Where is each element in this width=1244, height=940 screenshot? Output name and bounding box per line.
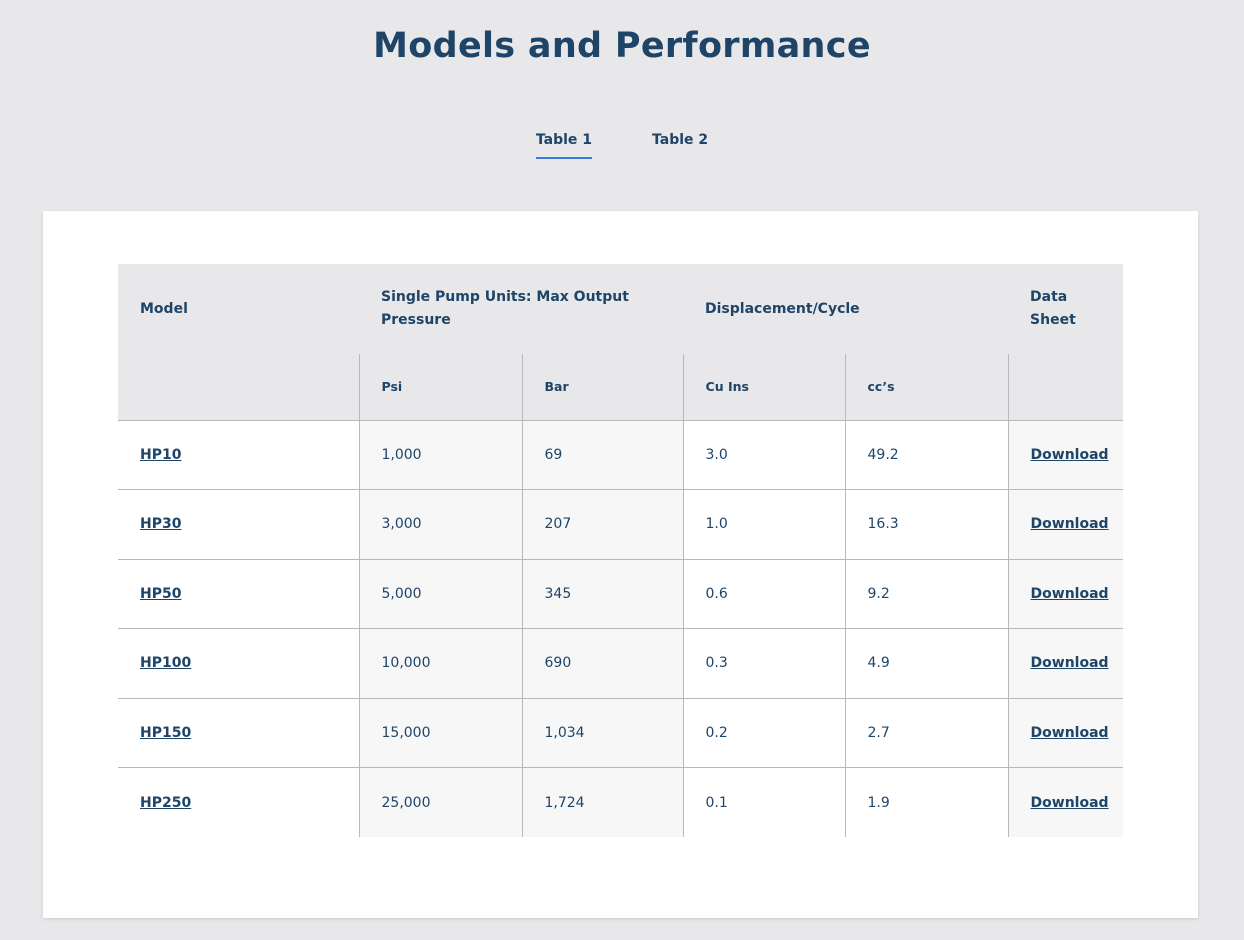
cell-ccs: 2.7 [867, 724, 890, 741]
table-cell: 1,034 [521, 697, 684, 768]
table-cell: 0.2 [682, 697, 846, 768]
model-link[interactable]: HP150 [140, 724, 192, 741]
download-link[interactable]: Download [1030, 585, 1109, 602]
table-cell: 69 [521, 419, 684, 490]
model-link[interactable]: HP250 [140, 794, 192, 811]
table-cell: 690 [521, 628, 684, 698]
table-cell: 207 [521, 489, 684, 559]
download-link[interactable]: Download [1030, 516, 1109, 533]
table-cell: 9.2 [844, 558, 1009, 629]
table-cell: HP150 [118, 697, 359, 768]
table-row: HP100 10,000 690 0.3 4.9 Download [118, 628, 1124, 698]
table-cell: 0.3 [682, 628, 846, 698]
subheader-bar: Bar [521, 354, 684, 420]
model-link[interactable]: HP100 [140, 655, 192, 672]
cell-psi: 3,000 [381, 516, 422, 533]
table-tabs: Table 1 Table 2 [0, 130, 1244, 159]
table-cell: 16.3 [844, 489, 1009, 559]
table-cell: 1,000 [358, 419, 522, 490]
table-cell: HP100 [118, 628, 359, 698]
subheader-empty-datasheet [1007, 354, 1124, 420]
cell-psi: 15,000 [381, 724, 431, 741]
cell-bar: 69 [544, 446, 563, 463]
table-cell: 0.6 [682, 558, 846, 629]
cell-bar: 207 [544, 516, 572, 533]
table-cell: Download [1007, 628, 1124, 698]
table-cell: 1.0 [682, 489, 846, 559]
table-cell: 1.9 [844, 767, 1009, 837]
cell-bar: 345 [544, 585, 572, 602]
model-link[interactable]: HP30 [140, 516, 182, 533]
table-row: HP30 3,000 207 1.0 16.3 Download [118, 489, 1124, 559]
subheader-cu-ins: Cu Ins [682, 354, 846, 420]
table-card: Model Single Pump Units: Max Output Pres… [43, 211, 1198, 918]
table-cell: 345 [521, 558, 684, 629]
cell-ccs: 49.2 [867, 446, 899, 463]
table-cell: 10,000 [358, 628, 522, 698]
header-displacement-cycle: Displacement/Cycle [683, 264, 1009, 354]
subheader-empty [118, 354, 359, 420]
cell-bar: 1,724 [544, 794, 585, 811]
table-cell: Download [1007, 419, 1124, 490]
table-cell: HP50 [118, 558, 359, 629]
table-cell: 2.7 [844, 697, 1009, 768]
cell-bar: 1,034 [544, 724, 585, 741]
table-subheader-row: Psi Bar Cu Ins cc’s [118, 354, 1124, 420]
table-cell: 3,000 [358, 489, 522, 559]
cell-bar: 690 [544, 655, 572, 672]
cell-psi: 10,000 [381, 655, 431, 672]
header-max-output-pressure: Single Pump Units: Max Output Pressure [359, 264, 684, 354]
cell-cu-ins: 1.0 [705, 516, 728, 533]
table-cell: HP10 [118, 419, 359, 490]
download-link[interactable]: Download [1030, 724, 1109, 741]
model-link[interactable]: HP50 [140, 585, 182, 602]
subheader-psi: Psi [358, 354, 522, 420]
table-row: HP250 25,000 1,724 0.1 1.9 Download [118, 767, 1124, 837]
table-cell: 5,000 [358, 558, 522, 629]
header-data-sheet: Data Sheet [1008, 264, 1124, 354]
cell-ccs: 9.2 [867, 585, 890, 602]
table-cell: Download [1007, 489, 1124, 559]
table-row: HP50 5,000 345 0.6 9.2 Download [118, 558, 1124, 629]
cell-cu-ins: 3.0 [705, 446, 728, 463]
cell-ccs: 16.3 [867, 516, 899, 533]
tab-table-2[interactable]: Table 2 [652, 132, 709, 148]
cell-psi: 1,000 [381, 446, 422, 463]
table-cell: 3.0 [682, 419, 846, 490]
table-cell: 15,000 [358, 697, 522, 768]
cell-cu-ins: 0.1 [705, 794, 728, 811]
table-row: HP150 15,000 1,034 0.2 2.7 Download [118, 697, 1124, 768]
table-row: HP10 1,000 69 3.0 49.2 Download [118, 419, 1124, 490]
table-cell: 25,000 [358, 767, 522, 837]
table-cell: 0.1 [682, 767, 846, 837]
download-link[interactable]: Download [1030, 794, 1109, 811]
table-cell: HP250 [118, 767, 359, 837]
cell-psi: 25,000 [381, 794, 431, 811]
cell-ccs: 4.9 [867, 655, 890, 672]
header-model: Model [118, 264, 359, 354]
cell-cu-ins: 0.2 [705, 724, 728, 741]
cell-psi: 5,000 [381, 585, 422, 602]
cell-ccs: 1.9 [867, 794, 890, 811]
table-cell: Download [1007, 697, 1124, 768]
table-cell: 4.9 [844, 628, 1009, 698]
cell-cu-ins: 0.6 [705, 585, 728, 602]
table-cell: Download [1007, 558, 1124, 629]
tab-table-1[interactable]: Table 1 [535, 130, 592, 159]
model-link[interactable]: HP10 [140, 446, 182, 463]
download-link[interactable]: Download [1030, 446, 1109, 463]
subheader-ccs: cc’s [844, 354, 1009, 420]
cell-cu-ins: 0.3 [705, 655, 728, 672]
table-cell: 49.2 [844, 419, 1009, 490]
table-cell: 1,724 [521, 767, 684, 837]
table-cell: Download [1007, 767, 1124, 837]
table-header-row: Model Single Pump Units: Max Output Pres… [118, 264, 1124, 354]
table-cell: HP30 [118, 489, 359, 559]
models-table: Model Single Pump Units: Max Output Pres… [118, 264, 1124, 837]
page-title: Models and Performance [373, 26, 871, 66]
download-link[interactable]: Download [1030, 655, 1109, 672]
